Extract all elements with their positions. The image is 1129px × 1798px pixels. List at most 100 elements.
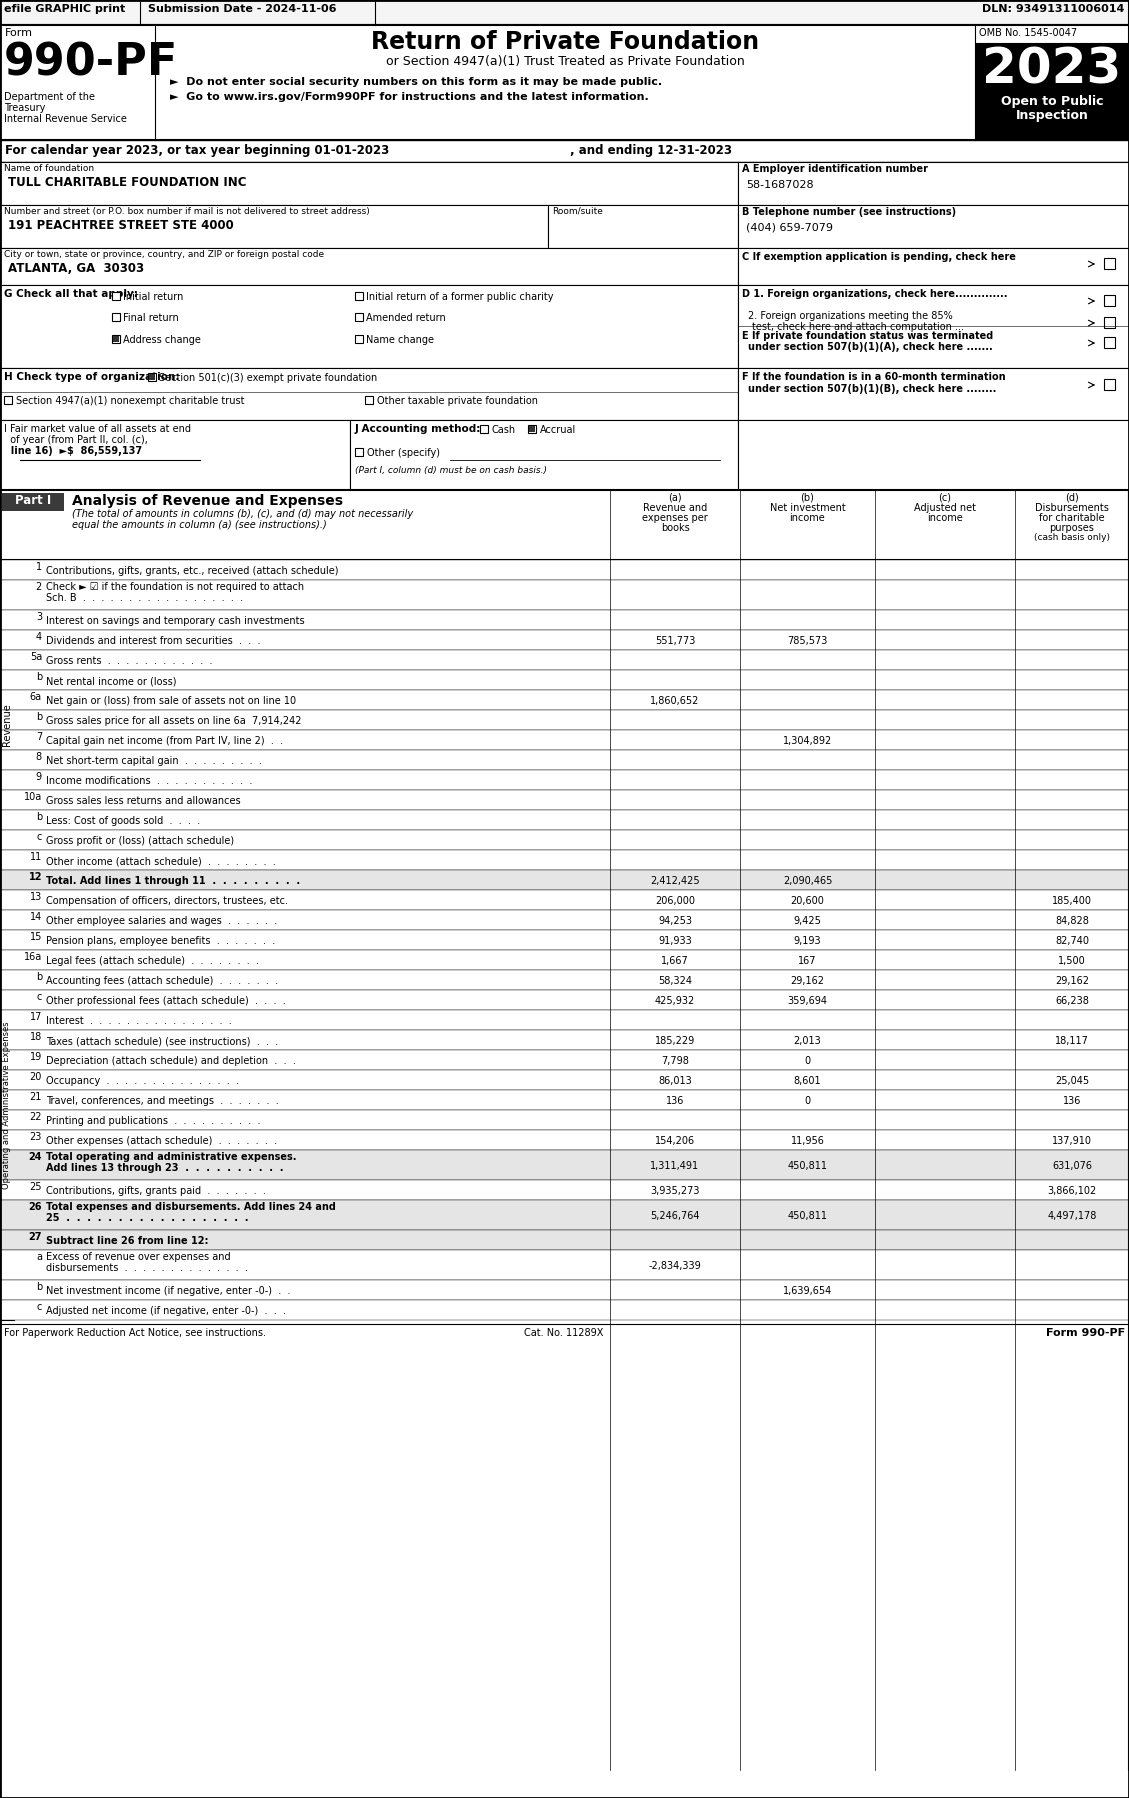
Text: 1,500: 1,500	[1058, 957, 1086, 966]
Text: Gross sales less returns and allowances: Gross sales less returns and allowances	[46, 797, 240, 806]
Bar	[0, 770, 1129, 789]
Text: 9: 9	[36, 771, 42, 782]
Text: Adjusted net income (if negative, enter -0-)  .  .  .: Adjusted net income (if negative, enter …	[46, 1305, 286, 1316]
Text: H Check type of organization:: H Check type of organization:	[5, 372, 180, 381]
Text: a: a	[36, 1251, 42, 1262]
Text: Subtract line 26 from line 12:: Subtract line 26 from line 12:	[46, 1235, 209, 1246]
Bar	[355, 291, 364, 300]
Text: 26: 26	[28, 1203, 42, 1212]
Text: 0: 0	[805, 1055, 811, 1066]
Text: Net rental income or (loss): Net rental income or (loss)	[46, 676, 176, 687]
Text: Return of Private Foundation: Return of Private Foundation	[371, 31, 759, 54]
Bar	[0, 1230, 1129, 1250]
Text: 206,000: 206,000	[655, 895, 695, 906]
Bar	[0, 890, 1129, 910]
Bar	[738, 421, 1129, 491]
Text: Section 4947(a)(1) nonexempt charitable trust: Section 4947(a)(1) nonexempt charitable …	[16, 396, 245, 406]
Bar	[0, 750, 1129, 770]
Text: c: c	[36, 992, 42, 1001]
Text: 0: 0	[805, 1097, 811, 1106]
Text: 11,956: 11,956	[790, 1136, 824, 1145]
Bar	[0, 1109, 1129, 1129]
Bar	[0, 850, 1129, 870]
Text: c: c	[36, 1302, 42, 1313]
Text: 8: 8	[36, 752, 42, 762]
Bar	[112, 291, 120, 300]
Text: 2: 2	[36, 583, 42, 592]
Text: Income modifications  .  .  .  .  .  .  .  .  .  .  .: Income modifications . . . . . . . . . .…	[46, 777, 253, 786]
Text: ►  Go to www.irs.gov/Form990PF for instructions and the latest information.: ► Go to www.irs.gov/Form990PF for instru…	[170, 92, 649, 102]
Bar	[0, 1050, 1129, 1070]
Text: 551,773: 551,773	[655, 636, 695, 645]
Text: 20: 20	[29, 1072, 42, 1082]
Text: Room/suite: Room/suite	[552, 207, 603, 216]
Text: 4,497,178: 4,497,178	[1048, 1212, 1096, 1221]
Text: for charitable: for charitable	[1039, 512, 1105, 523]
Text: Open to Public: Open to Public	[1000, 95, 1103, 108]
Text: 785,573: 785,573	[787, 636, 828, 645]
Bar	[5, 396, 12, 405]
Text: 25  .  .  .  .  .  .  .  .  .  .  .  .  .  .  .  .  .  .: 25 . . . . . . . . . . . . . . . . . .	[46, 1214, 248, 1223]
Bar	[0, 930, 1129, 949]
Text: disbursements  .  .  .  .  .  .  .  .  .  .  .  .  .  .: disbursements . . . . . . . . . . . . . …	[46, 1262, 248, 1273]
Text: 136: 136	[1062, 1097, 1082, 1106]
Text: Other taxable private foundation: Other taxable private foundation	[377, 396, 539, 406]
Text: 2,013: 2,013	[794, 1036, 822, 1046]
Text: Total. Add lines 1 through 11  .  .  .  .  .  .  .  .  .: Total. Add lines 1 through 11 . . . . . …	[46, 876, 300, 886]
Text: b: b	[36, 973, 42, 982]
Bar	[149, 374, 155, 379]
Text: 9,193: 9,193	[794, 937, 821, 946]
Text: Amended return: Amended return	[366, 313, 446, 324]
Text: City or town, state or province, country, and ZIP or foreign postal code: City or town, state or province, country…	[5, 250, 324, 259]
Text: Contributions, gifts, grants, etc., received (attach schedule): Contributions, gifts, grants, etc., rece…	[46, 566, 339, 575]
Bar	[0, 610, 1129, 629]
Bar	[480, 424, 488, 433]
Text: (c): (c)	[938, 493, 952, 503]
Bar	[112, 334, 120, 343]
Bar	[0, 559, 14, 890]
Bar	[0, 1129, 1129, 1151]
Text: under section 507(b)(1)(A), check here .......: under section 507(b)(1)(A), check here .…	[749, 342, 992, 352]
Text: 2,412,425: 2,412,425	[650, 876, 700, 886]
Text: 137,910: 137,910	[1052, 1136, 1092, 1145]
Text: 185,229: 185,229	[655, 1036, 695, 1046]
Text: (Part I, column (d) must be on cash basis.): (Part I, column (d) must be on cash basi…	[355, 466, 546, 475]
Text: 359,694: 359,694	[788, 996, 828, 1007]
Text: 5a: 5a	[29, 653, 42, 662]
Bar	[975, 93, 1129, 140]
Bar	[0, 651, 1129, 671]
Text: 2. Foreign organizations meeting the 85%: 2. Foreign organizations meeting the 85%	[749, 311, 953, 322]
Text: Net investment: Net investment	[770, 503, 846, 512]
Bar	[0, 581, 1129, 610]
Text: 425,932: 425,932	[655, 996, 695, 1007]
Text: expenses per: expenses per	[642, 512, 708, 523]
Text: Pension plans, employee benefits  .  .  .  .  .  .  .: Pension plans, employee benefits . . . .…	[46, 937, 275, 946]
Text: 1,639,654: 1,639,654	[782, 1286, 832, 1296]
Text: Total operating and administrative expenses.: Total operating and administrative expen…	[46, 1153, 297, 1162]
Text: Cash: Cash	[492, 424, 516, 435]
Text: 58-1687028: 58-1687028	[746, 180, 814, 191]
Text: Revenue and: Revenue and	[642, 503, 707, 512]
Text: Capital gain net income (from Part IV, line 2)  .  .: Capital gain net income (from Part IV, l…	[46, 735, 283, 746]
Text: ►  Do not enter social security numbers on this form as it may be made public.: ► Do not enter social security numbers o…	[170, 77, 662, 86]
Text: 185,400: 185,400	[1052, 895, 1092, 906]
Text: 3,935,273: 3,935,273	[650, 1187, 700, 1196]
Bar	[0, 1090, 1129, 1109]
Text: F If the foundation is in a 60-month termination: F If the foundation is in a 60-month ter…	[742, 372, 1006, 381]
Text: Initial return: Initial return	[123, 291, 183, 302]
Text: 21: 21	[29, 1091, 42, 1102]
Text: (cash basis only): (cash basis only)	[1034, 532, 1110, 541]
Text: Gross sales price for all assets on line 6a  7,914,242: Gross sales price for all assets on line…	[46, 716, 301, 726]
Text: Other expenses (attach schedule)  .  .  .  .  .  .  .: Other expenses (attach schedule) . . . .…	[46, 1136, 277, 1145]
Bar	[0, 1070, 1129, 1090]
Text: 2023: 2023	[982, 45, 1121, 93]
Text: Check ► ☑ if the foundation is not required to attach: Check ► ☑ if the foundation is not requi…	[46, 583, 304, 592]
Bar	[0, 140, 1129, 162]
Text: 86,013: 86,013	[658, 1075, 692, 1086]
Text: 450,811: 450,811	[788, 1212, 828, 1221]
Text: Operating and Administrative Expenses: Operating and Administrative Expenses	[2, 1021, 11, 1188]
Text: c: c	[36, 832, 42, 841]
Bar	[530, 426, 535, 432]
Text: 82,740: 82,740	[1054, 937, 1089, 946]
Text: 18: 18	[29, 1032, 42, 1043]
